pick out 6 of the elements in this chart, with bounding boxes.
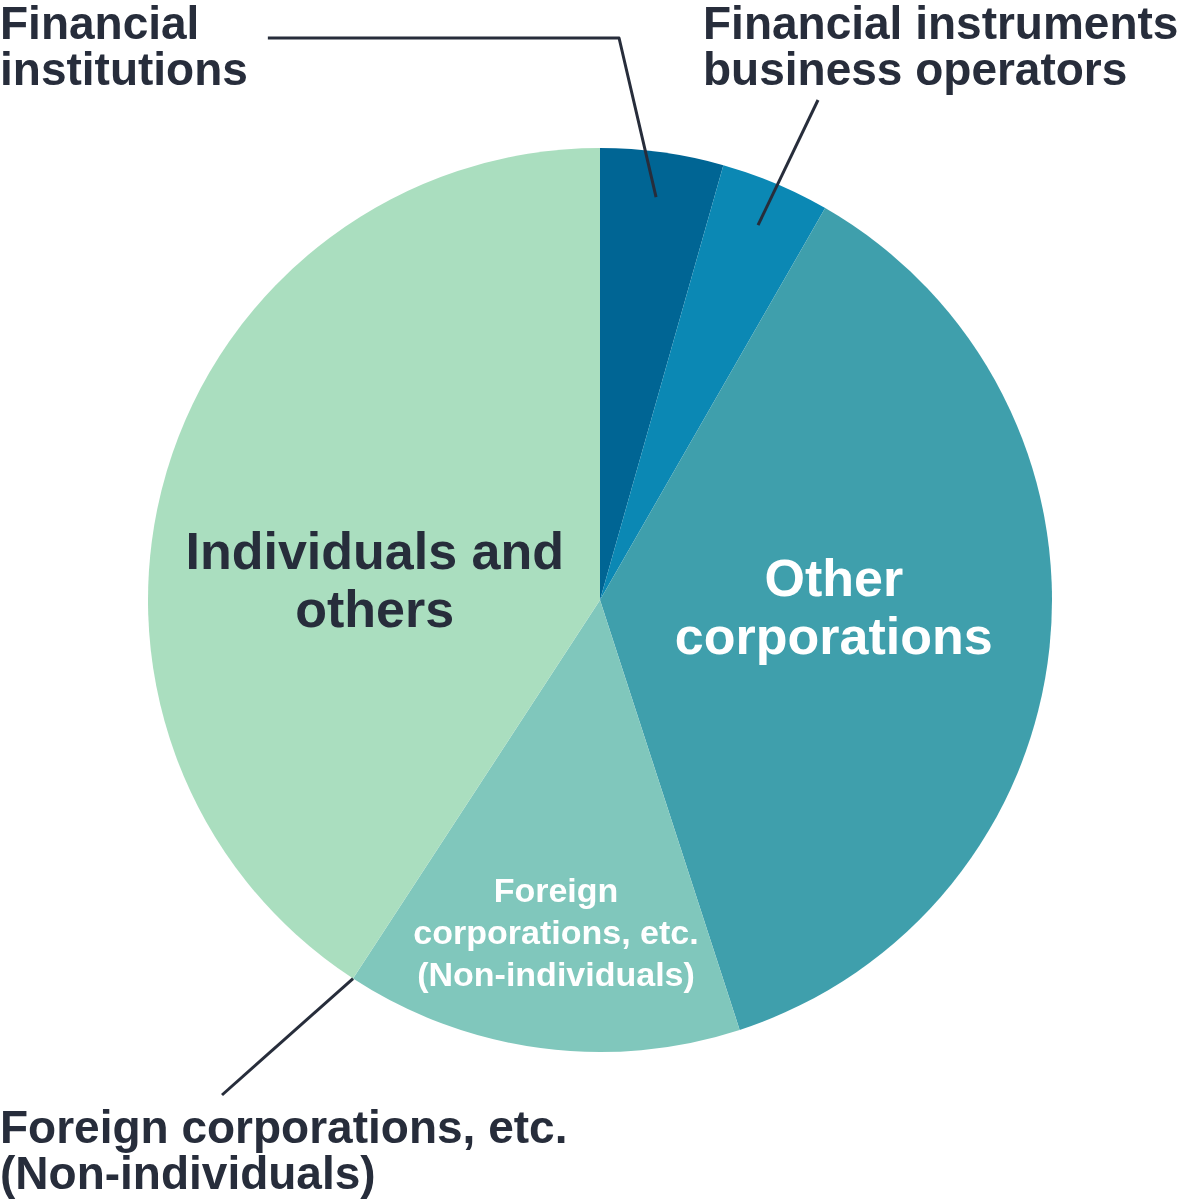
slice-label: Financial institutions bbox=[0, 0, 248, 95]
slice-label: Foreign corporations, etc. (Non-individuals) bbox=[413, 870, 699, 993]
text: Foreign corporations, etc. (Non-individuals) bbox=[0, 1101, 568, 1199]
slice-label: Other corporations bbox=[674, 549, 993, 666]
slice-label: Individuals and others bbox=[185, 521, 564, 638]
slice-label: Financial instruments business operators bbox=[703, 0, 1179, 95]
